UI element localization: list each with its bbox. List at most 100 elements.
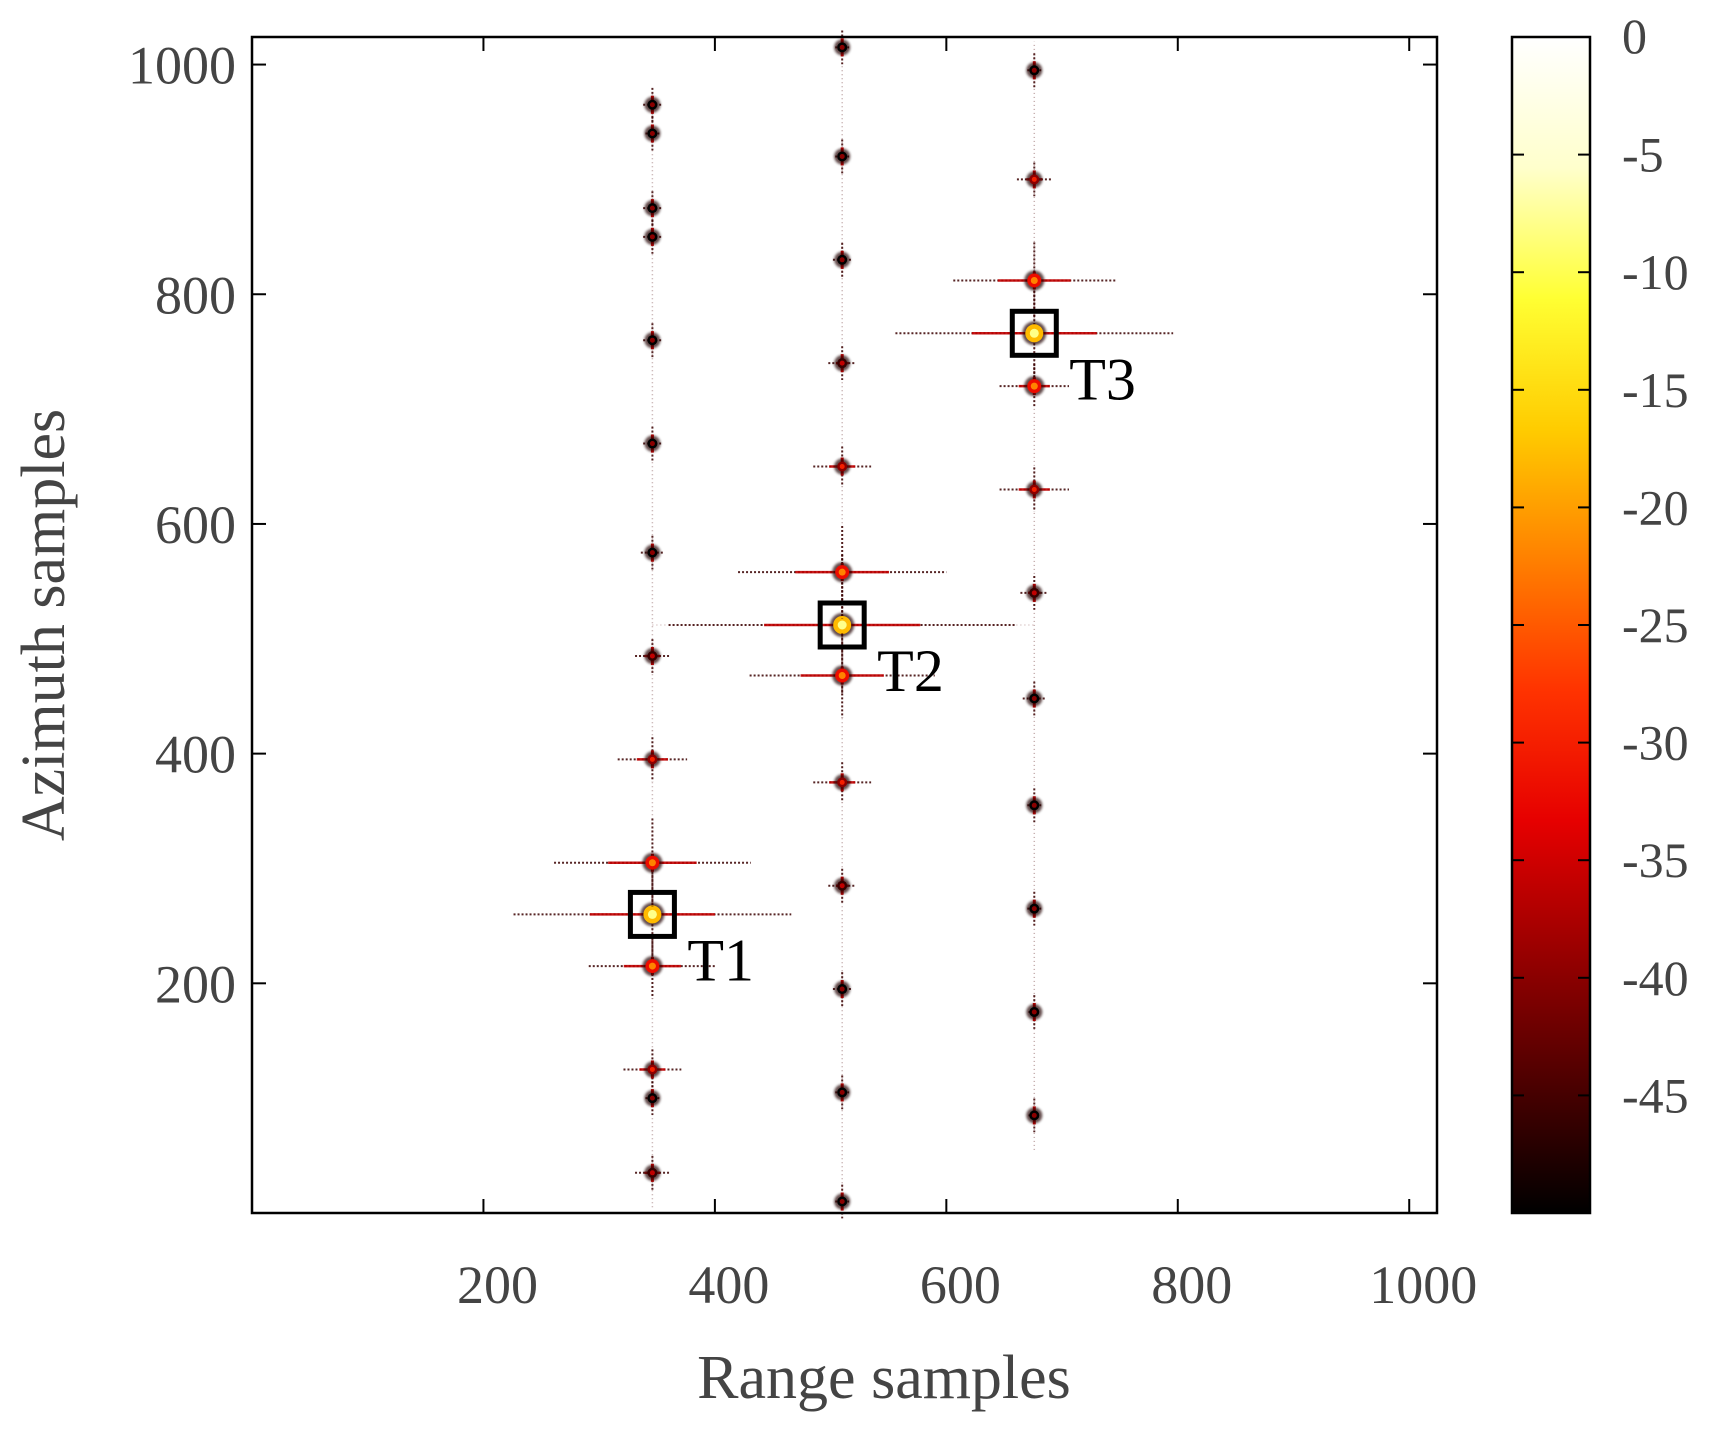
point-response-38 (1026, 891, 1043, 926)
x-tick-label: 400 (688, 1255, 769, 1315)
colorbar-axis: 0 -5 -10 -15 -20 -25 -30 -35 -40 -45 (1512, 8, 1689, 1123)
point-response-12 (643, 191, 662, 226)
point-response-26 (834, 1075, 851, 1110)
colorbar-tick-label: -35 (1622, 832, 1689, 888)
response-core (1031, 906, 1037, 912)
x-axis-title: Range samples (697, 1344, 1071, 1412)
response-core (1031, 486, 1037, 492)
point-response-14 (643, 87, 662, 122)
response-core (647, 909, 657, 919)
colorbar-tick-label: -40 (1622, 950, 1689, 1006)
response-core (839, 257, 845, 263)
target-markers: T1 T2 T3 (627, 308, 1136, 993)
response-core (837, 620, 847, 630)
point-response-20 (813, 762, 872, 803)
colorbar-tick-label: -15 (1622, 362, 1689, 418)
point-response-8 (640, 535, 664, 570)
point-response-23 (832, 242, 852, 277)
colorbar-tick-label: -25 (1622, 597, 1689, 653)
colorbar-tick-label: -5 (1622, 127, 1664, 183)
point-response-39 (1026, 995, 1043, 1029)
point-response-31 (999, 364, 1070, 409)
point-response-37 (1026, 788, 1043, 823)
point-response-6 (635, 639, 670, 673)
response-core (1030, 382, 1038, 390)
response-core (649, 756, 655, 762)
response-core (839, 44, 845, 50)
point-response-25 (834, 139, 851, 174)
response-core (649, 205, 655, 211)
response-core (1031, 67, 1037, 73)
point-response-15 (644, 1081, 661, 1116)
x-tick-label: 1000 (1369, 1255, 1477, 1315)
response-core (648, 962, 656, 970)
response-core (839, 779, 845, 785)
response-core (648, 859, 656, 867)
point-response-40 (1026, 1098, 1043, 1133)
target-box-t1 (627, 889, 677, 939)
point-response-13 (644, 116, 661, 151)
y-tick-label: 800 (155, 265, 236, 325)
colorbar-tick-label: -10 (1622, 244, 1689, 300)
response-core (839, 464, 845, 470)
response-core (649, 102, 655, 108)
response-core (649, 1170, 655, 1176)
response-core (839, 153, 845, 159)
response-core (649, 337, 655, 343)
point-response-4 (617, 737, 688, 782)
y-axis-title: Azimuth samples (10, 409, 78, 841)
point-response-5 (623, 1049, 682, 1090)
response-core (1031, 176, 1037, 182)
point-response-7 (635, 1155, 670, 1190)
y-tick-label: 1000 (128, 36, 236, 96)
point-response-1 (513, 856, 792, 973)
response-core (649, 1095, 655, 1101)
response-core (649, 550, 655, 556)
response-core (838, 672, 846, 680)
response-core (1031, 1009, 1037, 1015)
plot-data-layer (513, 30, 1174, 1219)
point-response-19 (813, 446, 872, 487)
point-response-22 (828, 868, 857, 903)
point-response-24 (832, 972, 852, 1006)
point-response-9 (643, 426, 662, 461)
response-core (1031, 802, 1037, 808)
y-axis: 200 400 600 800 1000 (128, 36, 1437, 1014)
point-response-11 (643, 219, 662, 254)
response-core (839, 986, 845, 992)
target-box-t2 (817, 600, 867, 650)
point-response-32 (1016, 162, 1052, 197)
plot-frame (250, 35, 1439, 1215)
x-tick-label: 800 (1151, 1255, 1232, 1315)
response-core (838, 568, 846, 576)
response-core (839, 1199, 845, 1205)
colorbar-tick-label: 0 (1622, 8, 1647, 64)
colorbar-tick-label: -30 (1622, 715, 1689, 771)
y-tick-label: 400 (155, 725, 236, 785)
y-tick-label: 600 (155, 495, 236, 555)
point-response-33 (999, 467, 1070, 512)
point-response-21 (828, 346, 857, 381)
x-tick-label: 600 (920, 1255, 1001, 1315)
response-core (649, 1066, 655, 1072)
response-core (1031, 1112, 1037, 1118)
target-label-t3: T3 (1069, 346, 1136, 412)
colorbar-tick-label: -20 (1622, 479, 1689, 535)
point-response-18 (749, 633, 935, 718)
response-core (839, 360, 845, 366)
point-response-35 (1026, 53, 1043, 88)
response-core (649, 441, 655, 447)
response-core (1029, 328, 1039, 338)
response-core (649, 653, 655, 659)
target-label-t2: T2 (877, 638, 944, 704)
y-tick-label: 200 (155, 954, 236, 1014)
point-response-30 (953, 242, 1116, 319)
response-core (839, 1089, 845, 1095)
x-tick-label: 200 (457, 1255, 538, 1315)
response-core (649, 234, 655, 240)
point-response-27 (834, 30, 851, 65)
x-axis: 200 400 600 800 1000 (457, 37, 1477, 1315)
response-core (839, 883, 845, 889)
